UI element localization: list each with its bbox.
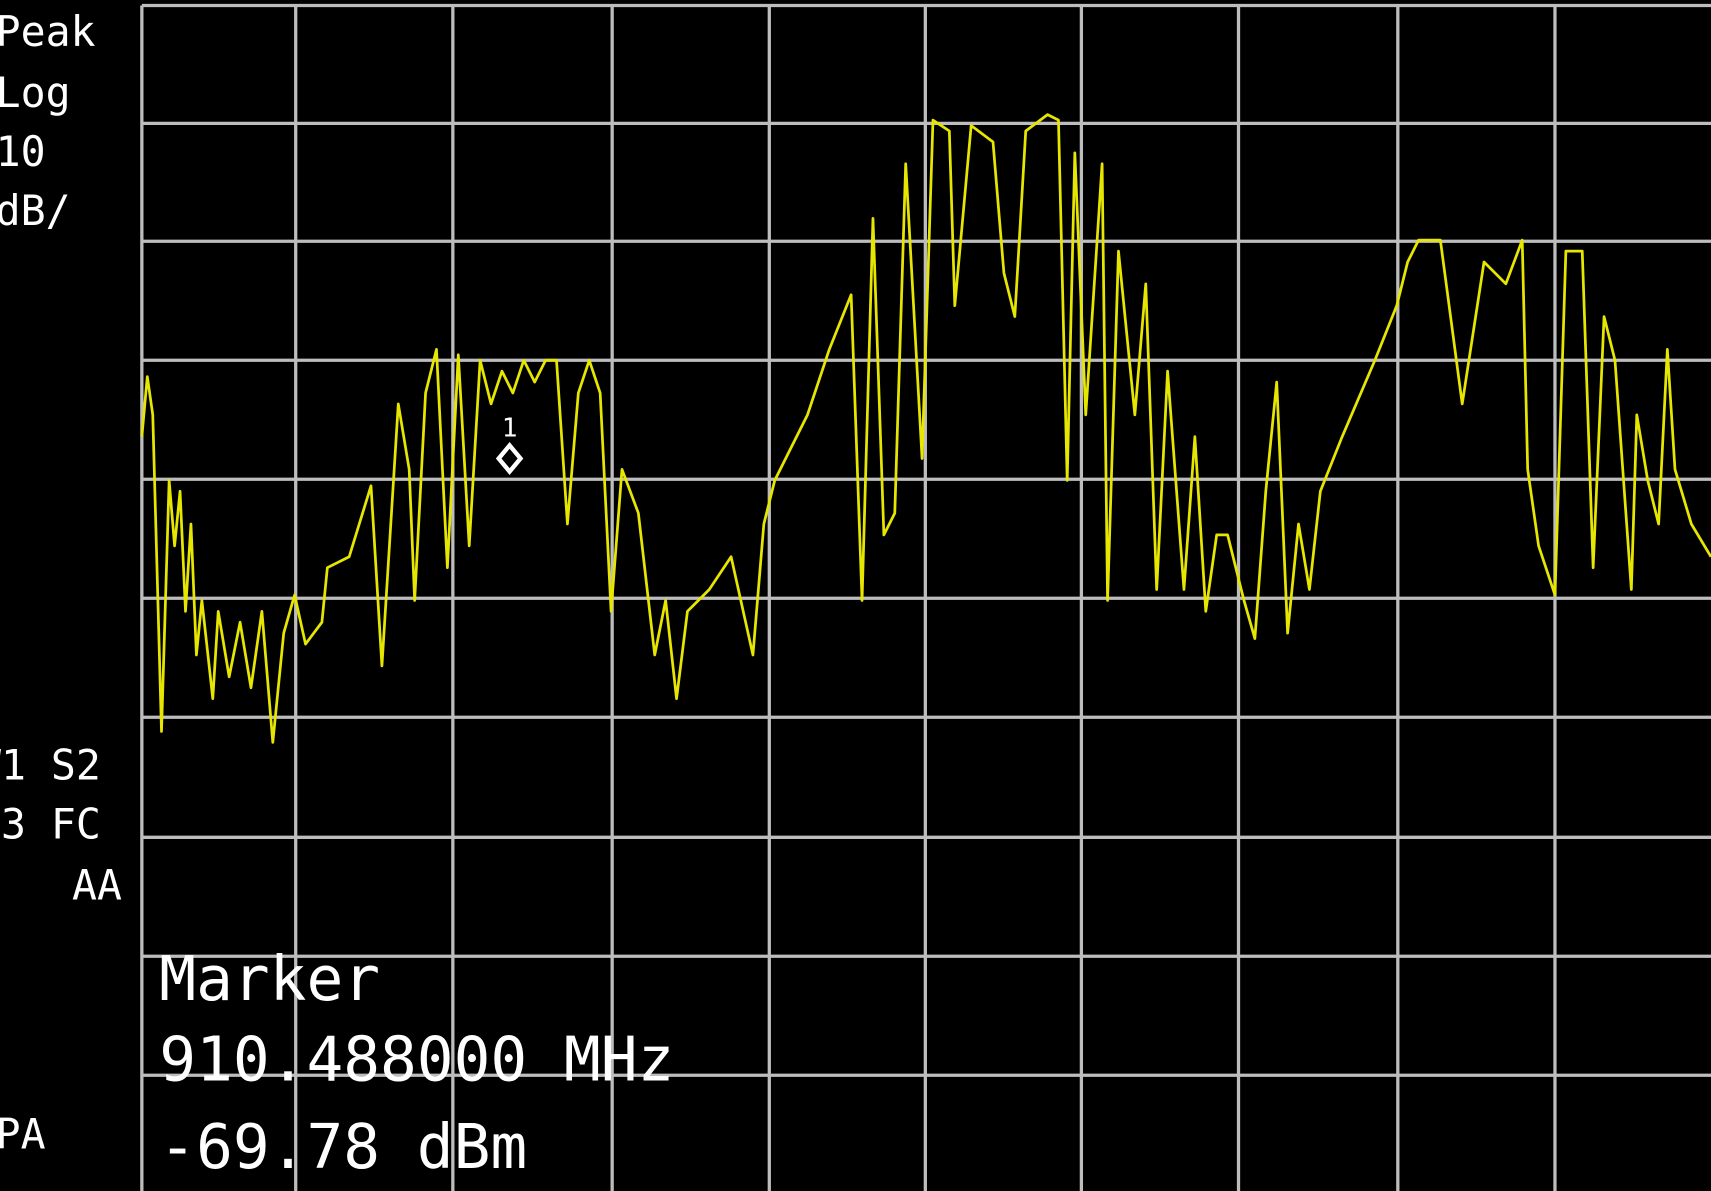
detector-label: Peak xyxy=(0,8,96,56)
trace xyxy=(140,113,1711,744)
status-label: AA xyxy=(72,862,122,910)
marker-title: Marker xyxy=(159,944,380,1015)
marker-symbol: 1 xyxy=(495,414,524,476)
status-label: W1 S2 xyxy=(0,741,101,789)
scale-label: Log xyxy=(0,69,71,117)
status-label: PA xyxy=(0,1110,46,1158)
marker-diamond xyxy=(495,441,524,476)
marker-readout: Marker 910.488000 MHz -69.78 dBm xyxy=(159,944,674,1183)
marker-amplitude: -69.78 dBm xyxy=(159,1112,527,1183)
scale-unit: dB/ xyxy=(0,187,71,235)
graticule xyxy=(140,3,1711,1191)
left-panel: Peak Log 10 dB/ W1 S2 S3 FC AA PA xyxy=(0,8,122,1159)
marker-number: 1 xyxy=(502,414,518,444)
marker-frequency: 910.488000 MHz xyxy=(159,1025,674,1096)
scale-value: 10 xyxy=(0,128,46,176)
status-label: S3 FC xyxy=(0,800,101,848)
